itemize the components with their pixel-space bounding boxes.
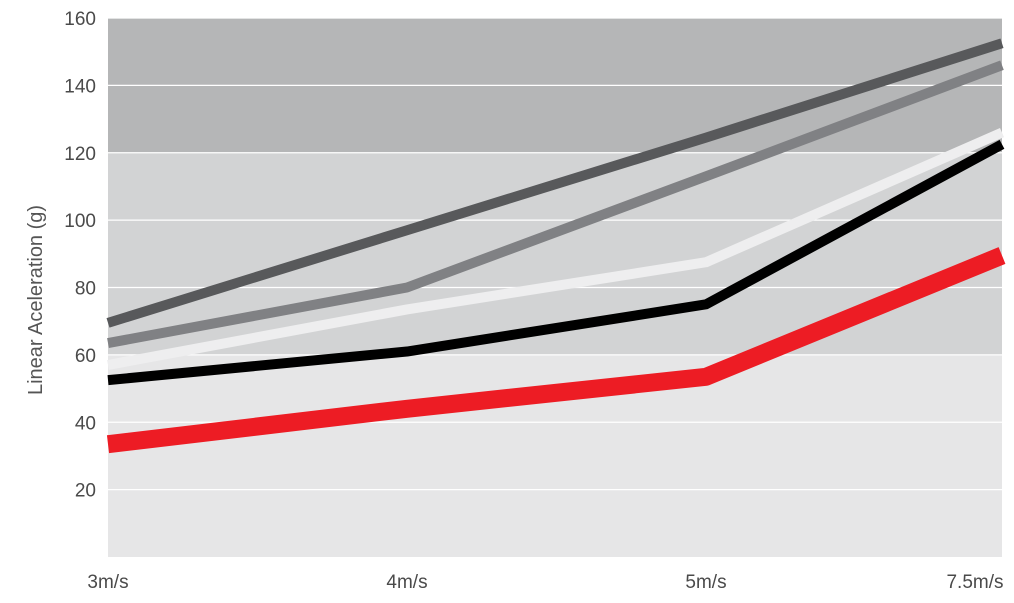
y-tick-label-100: 100	[64, 211, 96, 232]
series-lines	[106, 38, 1006, 454]
y-tick-label-160: 160	[64, 9, 96, 30]
y-tick-label-140: 140	[64, 76, 96, 97]
y-tick-label-60: 60	[75, 346, 96, 367]
x-axis-ticks: 3m/s 4m/s 5m/s 7.5m/s	[87, 572, 1003, 593]
y-tick-label-120: 120	[64, 144, 96, 165]
x-tick-label-3: 5m/s	[685, 572, 726, 593]
series-line-4	[107, 139, 1005, 386]
series-line-1	[106, 38, 1004, 328]
x-tick-label-2: 4m/s	[386, 572, 427, 593]
y-tick-label-20: 20	[75, 481, 96, 502]
y-tick-label-80: 80	[75, 279, 96, 300]
y-tick-label-40: 40	[75, 413, 96, 434]
series-line-5	[106, 247, 1006, 454]
series-line-3	[107, 127, 1005, 370]
y-axis-title: Linear Aceleration (g)	[25, 205, 47, 395]
x-tick-label-1: 3m/s	[87, 572, 128, 593]
y-axis-ticks: 20 40 60 80 100 120 140 160	[64, 9, 96, 502]
x-tick-label-4: 7.5m/s	[946, 572, 1003, 593]
series-line-2	[107, 60, 1004, 349]
